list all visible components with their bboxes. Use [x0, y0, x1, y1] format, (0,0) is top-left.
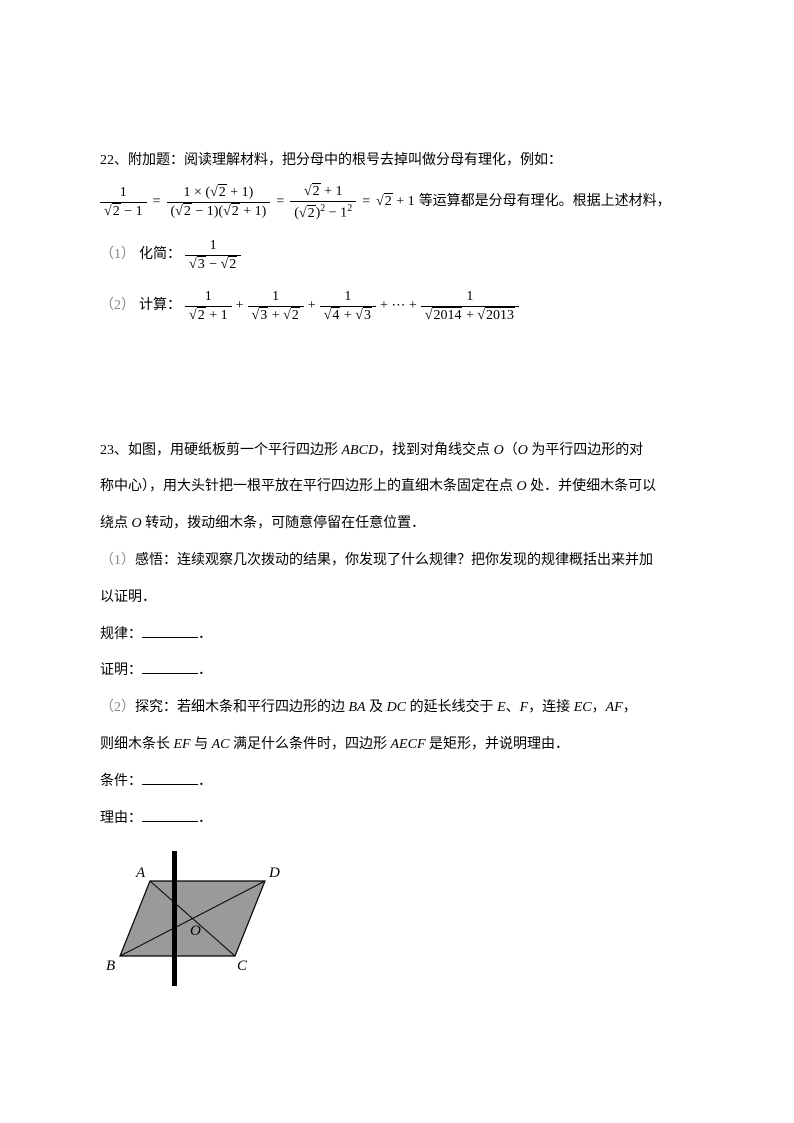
q22-number: 22、 — [100, 153, 128, 168]
q23-figure: A D B C O — [100, 846, 694, 991]
reason-blank[interactable] — [142, 807, 198, 822]
q22-example-equation: 1 2 − 1 = 1 × (2 + 1) (2 − 1)(2 + 1) = 2… — [100, 183, 694, 223]
cond-blank[interactable] — [142, 770, 198, 785]
q23-part1-line1: （1）感悟：连续观察几次拨动的结果，你发现了什么规律？把你发现的规律概括出来并加 — [100, 546, 694, 577]
equals-2: = — [274, 187, 286, 218]
q22-t2: 1 3 + 2 — [248, 288, 304, 325]
q22-part1-frac: 1 3 − 2 — [185, 237, 241, 274]
q22-t3: 1 4 + 3 — [320, 288, 376, 325]
q23-line1: 23、如图，用硬纸板剪一个平行四边形 ABCD，找到对角线交点 O（O 为平行四… — [100, 436, 694, 467]
q22-t1: 1 2 + 1 — [185, 288, 232, 325]
q22-t4: 1 2014 + 2013 — [421, 288, 519, 325]
page: 22、附加题：阅读理解材料，把分母中的根号去掉叫做分母有理化，例如： 1 2 −… — [0, 0, 794, 1081]
equals-1: = — [151, 187, 163, 218]
q22-example-tail: 等运算都是分母有理化。根据上述材料， — [419, 187, 671, 218]
q23-part2-line2: 则细木条长 EF 与 AC 满足什么条件时，四边形 AECF 是矩形，并说明理由… — [100, 730, 694, 761]
q23-reason-line: 理由：． — [100, 804, 694, 835]
q23-number: 23、 — [100, 443, 128, 458]
q22-intro: 附加题：阅读理解材料，把分母中的根号去掉叫做分母有理化，例如： — [128, 153, 562, 168]
q23-rule-line: 规律：． — [100, 620, 694, 651]
q23-part1-line2: 以证明． — [100, 583, 694, 614]
question-23: 23、如图，用硬纸板剪一个平行四边形 ABCD，找到对角线交点 O（O 为平行四… — [100, 436, 694, 992]
parallelogram-diagram: A D B C O — [100, 846, 295, 991]
q22-intro-line: 22、附加题：阅读理解材料，把分母中的根号去掉叫做分母有理化，例如： — [100, 146, 694, 177]
q23-part2-line1: （2）探究：若细木条和平行四边形的边 BA 及 DC 的延长线交于 E、F，连接… — [100, 693, 694, 724]
svg-text:C: C — [237, 958, 248, 974]
equals-3: = — [360, 187, 372, 218]
q22-f1-den: 2 − 1 — [100, 203, 147, 221]
rule-blank[interactable] — [142, 623, 198, 638]
q22-part1-text: 化简： — [139, 240, 181, 271]
q23-line2: 称中心），用大头针把一根平放在平行四边形上的直细木条固定在点 O 处．并使细木条… — [100, 472, 694, 503]
svg-text:O: O — [190, 923, 201, 939]
plus-dots: + ⋯ + — [380, 291, 417, 322]
svg-text:A: A — [135, 865, 146, 881]
q22-f2: 1 × (2 + 1) (2 − 1)(2 + 1) — [167, 184, 271, 221]
q22-part1-label: （1） — [100, 240, 135, 271]
svg-text:B: B — [106, 958, 115, 974]
plus-1: + — [236, 291, 244, 322]
q23-proof-line: 证明：． — [100, 656, 694, 687]
q22-part2: （2） 计算： 1 2 + 1 + 1 3 + 2 + 1 4 + 3 + ⋯ … — [100, 288, 694, 325]
q22-f3: 2 + 1 (2)2 − 12 — [290, 183, 356, 223]
svg-text:D: D — [268, 865, 280, 881]
q23-line3: 绕点 O 转动，拨动细木条，可随意停留在任意位置． — [100, 509, 694, 540]
q22-rhs: 2 + 1 — [376, 187, 415, 218]
proof-blank[interactable] — [142, 659, 198, 674]
question-22: 22、附加题：阅读理解材料，把分母中的根号去掉叫做分母有理化，例如： 1 2 −… — [100, 146, 694, 326]
plus-2: + — [308, 291, 316, 322]
q23-cond-line: 条件：． — [100, 767, 694, 798]
q22-part2-label: （2） — [100, 291, 135, 322]
q22-part1: （1） 化简： 1 3 − 2 — [100, 237, 694, 274]
q22-f1: 1 2 − 1 — [100, 184, 147, 221]
q22-part2-text: 计算： — [139, 291, 181, 322]
